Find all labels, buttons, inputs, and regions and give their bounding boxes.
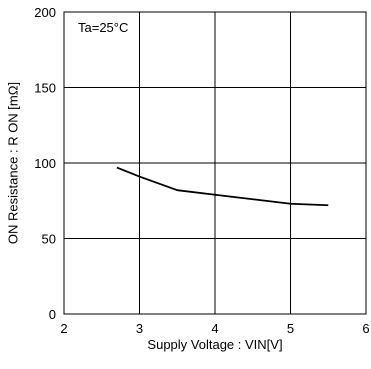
x-axis-title: Supply Voltage : VIN[V] [147, 337, 282, 352]
x-tick-label: 4 [211, 321, 218, 336]
plot-area-frame [63, 11, 367, 315]
y-tick-label: 100 [34, 156, 56, 171]
x-tick-label: 3 [136, 321, 143, 336]
y-tick-label: 200 [34, 5, 56, 20]
y-tick-label: 150 [34, 81, 56, 96]
x-tick-label: 2 [60, 321, 67, 336]
grid [64, 12, 366, 314]
x-tick-label: 5 [287, 321, 294, 336]
series-layer [116, 166, 329, 207]
y-tick-label: 0 [49, 307, 56, 322]
y-tick-label: 50 [42, 232, 56, 247]
y-axis-title: ON Resistance : R ON [mΩ] [5, 82, 20, 244]
temperature-annotation: Ta=25°C [78, 20, 128, 35]
x-tick-label: 6 [362, 321, 369, 336]
tick-labels: 2 3 4 5 6 0 50 100 150 200 [34, 5, 369, 336]
series-line [116, 166, 329, 207]
